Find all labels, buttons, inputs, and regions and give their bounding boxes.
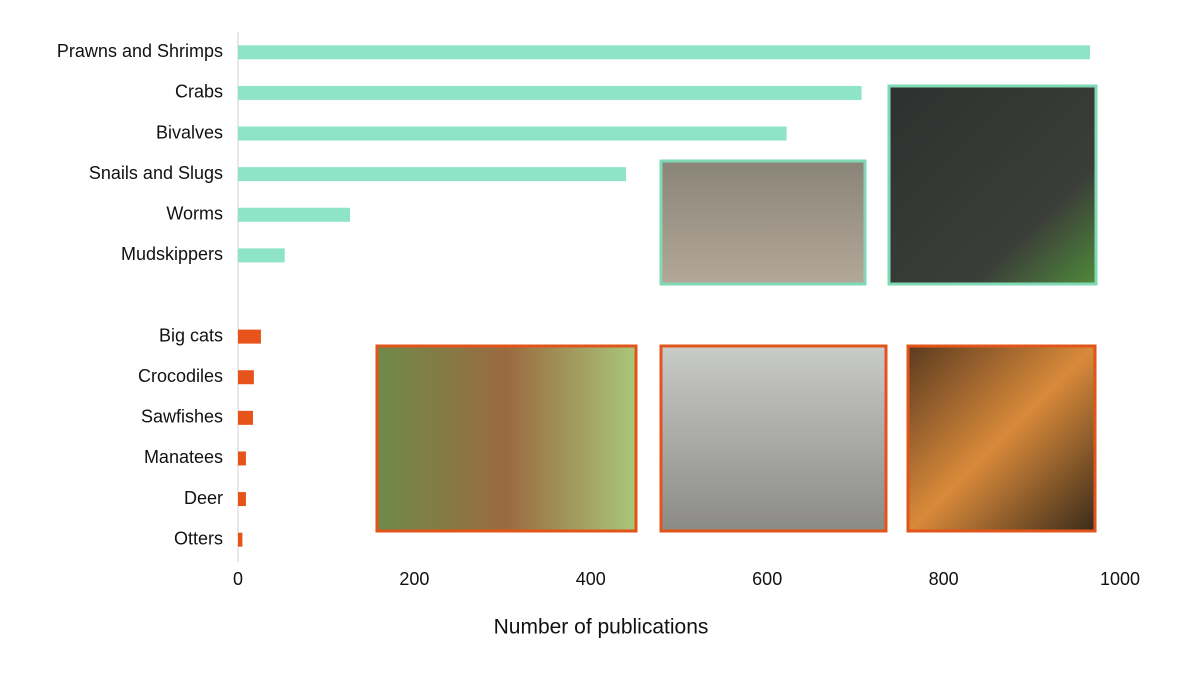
y-tick-label: Deer [184, 488, 223, 508]
y-tick-label: Snails and Slugs [89, 163, 223, 183]
photo-crab [887, 84, 1098, 286]
x-axis-title: Number of publications [494, 616, 709, 639]
x-tick-label: 1000 [1100, 569, 1140, 589]
photo-otters [659, 344, 888, 533]
bar [238, 167, 627, 182]
x-tick-label: 600 [752, 569, 782, 589]
x-tick-label: 200 [399, 569, 429, 589]
y-tick-label: Otters [174, 528, 223, 548]
y-tick-label: Mudskippers [121, 244, 223, 264]
y-tick-label: Prawns and Shrimps [57, 41, 223, 61]
y-tick-label: Crocodiles [138, 366, 223, 386]
bar [238, 45, 1091, 60]
bar [238, 410, 253, 425]
bar [238, 207, 351, 222]
y-tick-label: Big cats [159, 325, 223, 345]
bar [238, 492, 246, 507]
bar [238, 532, 243, 547]
x-tick-label: 0 [233, 569, 243, 589]
y-tick-label: Manatees [144, 447, 223, 467]
bar [238, 370, 254, 385]
bar [238, 85, 862, 100]
x-tick-label: 400 [576, 569, 606, 589]
photo-mudskipper [659, 159, 867, 286]
bar [238, 126, 787, 141]
y-tick-label: Sawfishes [141, 407, 223, 427]
bar [238, 451, 246, 466]
photo-tiger [906, 344, 1097, 533]
x-tick-label: 800 [929, 569, 959, 589]
photo-monkey [375, 344, 638, 533]
bar [238, 248, 285, 263]
bar [238, 329, 261, 344]
y-tick-label: Crabs [175, 82, 223, 102]
y-tick-label: Worms [166, 204, 223, 224]
y-tick-label: Bivalves [156, 122, 223, 142]
